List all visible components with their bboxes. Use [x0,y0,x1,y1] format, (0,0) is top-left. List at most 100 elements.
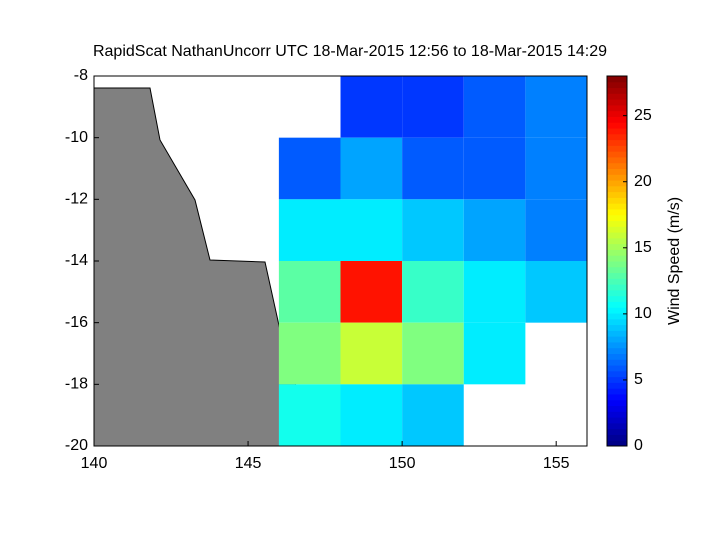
colorbar-swatch [607,301,627,308]
colorbar-swatch [607,382,627,389]
colorbar-swatch [607,191,627,198]
wind-cell [340,261,403,323]
colorbar-swatch [607,266,627,274]
colorbar-swatch [607,289,627,297]
colorbar-swatch [607,76,627,83]
colorbar-swatch [607,151,627,158]
colorbar-swatch [607,347,627,354]
colorbar-swatch [607,168,627,175]
wind-cell [463,322,526,385]
colorbar-swatch [607,428,627,435]
colorbar-swatch [607,376,627,383]
colorbar-swatch [607,261,627,268]
colorbar-swatch [607,388,627,395]
colorbar-swatch [607,185,627,193]
wind-cell [278,322,341,385]
y-tick-label: -18 [65,376,88,393]
colorbar-swatch [607,393,627,401]
colorbar-swatch [607,330,627,337]
wind-cell [402,137,464,200]
colorbar-swatch [607,93,627,100]
wind-cell [402,76,464,138]
wind-cell [278,199,341,261]
colorbar-swatch [607,133,627,141]
colorbar-swatch [607,122,627,129]
colorbar-swatch [607,162,627,169]
y-tick-label: -12 [65,191,88,208]
y-tick-label: -10 [65,129,88,146]
colorbar-swatch [607,174,627,181]
colorbar-swatch [607,249,627,256]
wind-cell [278,384,341,446]
wind-cell [340,76,403,138]
colorbar-swatch [607,434,627,441]
wind-cell [525,199,587,261]
colorbar-swatch [607,272,627,279]
colorbar-swatch [607,99,627,106]
colorbar-swatch [607,110,627,117]
colorbar-tick-label: 20 [634,173,652,190]
wind-cell [340,199,403,261]
colorbar-swatch [607,197,627,204]
colorbar-swatch [607,128,627,135]
colorbar-swatch [607,180,627,187]
wind-cell [463,137,526,200]
colorbar-swatch [607,145,627,152]
colorbar-swatch [607,341,627,349]
wind-cell [278,261,341,323]
colorbar-swatch [607,104,627,112]
colorbar-swatch [607,284,627,291]
colorbar-swatch [607,324,627,331]
x-tick-label: 155 [543,455,570,472]
wind-cell [402,384,464,446]
colorbar-swatch [607,365,627,372]
colorbar-swatch [607,87,627,94]
colorbar-swatch [607,81,627,89]
colorbar-swatch [607,417,627,424]
wind-cell [340,137,403,200]
y-tick-label: -8 [74,67,88,84]
wind-cell [278,137,341,200]
colorbar-swatch [607,232,627,239]
wind-cell [463,199,526,261]
colorbar-swatch [607,237,627,245]
colorbar-swatch [607,214,627,222]
plot-area [93,76,587,447]
colorbar-swatch [607,243,627,250]
colorbar-swatch [607,405,627,412]
colorbar-swatch [607,139,627,146]
colorbar-swatch [607,208,627,216]
colorbar-swatch [607,353,627,360]
wind-cell [402,261,464,323]
colorbar-swatch [607,255,627,262]
colorbar-tick-label: 10 [634,305,652,322]
wind-cell [340,322,403,385]
chart-title: RapidScat NathanUncorr UTC 18-Mar-2015 1… [93,43,607,60]
wind-cell [525,76,587,138]
colorbar-swatch [607,411,627,418]
wind-cell [340,384,403,446]
colorbar-swatch [607,278,627,285]
wind-cell [525,137,587,200]
colorbar-swatch [607,359,627,366]
colorbar-frame [606,75,628,447]
y-tick-label: -20 [65,437,88,454]
colorbar-swatch [607,440,627,447]
colorbar-swatch [607,336,627,343]
colorbar-swatch [607,156,627,164]
plot-frame [93,75,588,447]
x-tick-label: 140 [81,455,108,472]
colorbar-label: Wind Speed (m/s) [666,197,683,325]
colorbar-swatch [607,203,627,210]
colorbar-swatch [607,295,627,302]
wind-cell [402,199,464,261]
wind-cell [402,322,464,385]
colorbar-tick-label: 0 [634,437,643,454]
colorbar-swatch [607,313,627,320]
wind-cell [463,261,526,323]
colorbar-swatch [607,399,627,407]
wind-cell [525,261,587,323]
colorbar-swatch [607,422,627,430]
